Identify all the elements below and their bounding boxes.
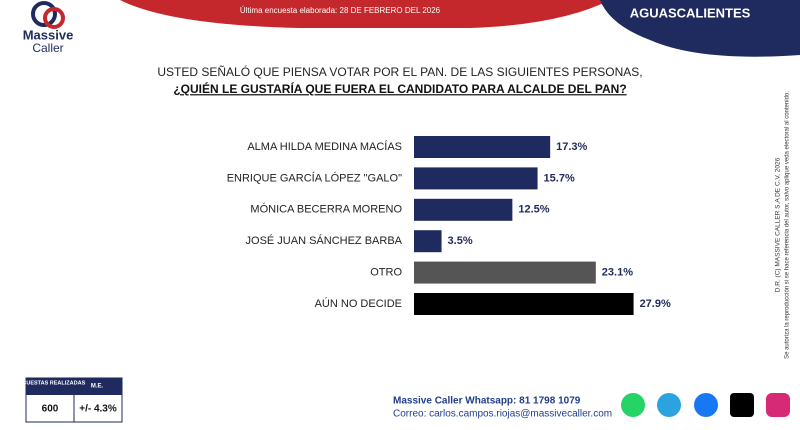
category-label: AÚN NO DECIDE [315, 297, 402, 310]
brand: Caller [32, 41, 63, 55]
bar [414, 230, 442, 253]
logo-ring [31, 1, 57, 27]
category-label: ALMA HILDA MEDINA MACÍAS [247, 140, 402, 153]
bar [414, 198, 513, 221]
chart-title: USTED SEÑALÓ QUE PIENSA VOTAR POR EL PAN… [157, 64, 642, 79]
copyright: D.R. (C) MASSIVE CALLER S.A DE C.V, 2026 [775, 157, 782, 292]
table-cell: 600 [42, 404, 59, 415]
value-label: 27.9% [640, 298, 671, 310]
category-label: MÓNICA BECERRA MORENO [250, 203, 402, 216]
region-band [600, 0, 800, 57]
table-header: M.E. [91, 384, 104, 390]
telegram-icon[interactable] [657, 393, 681, 417]
survey-table-header [26, 378, 122, 395]
category-label: JOSÉ JUAN SÁNCHEZ BARBA [246, 234, 403, 247]
email: Correo: carlos.campos.riojas@massivecall… [393, 409, 612, 420]
logo-ring [43, 7, 65, 29]
facebook-icon[interactable] [694, 393, 718, 417]
bar [414, 293, 634, 315]
value-label: 23.1% [602, 267, 633, 279]
whatsapp: Massive Caller Whatsapp: 81 1798 1079 [393, 396, 581, 407]
category-label: OTRO [370, 267, 402, 279]
instagram-icon[interactable] [766, 393, 790, 417]
last-survey: Última encuesta elaborada: 28 DE FEBRERO… [240, 6, 441, 15]
value-label: 17.3% [556, 141, 587, 153]
value-label: 15.7% [544, 172, 575, 184]
category-label: ENRIQUE GARCÍA LÓPEZ "GALO" [227, 171, 402, 184]
table-cell: +/- 4.3% [79, 404, 117, 415]
whatsapp-icon[interactable] [621, 393, 645, 417]
bar [414, 167, 538, 190]
reproduction-note: Se autoriza la reproducción si se hace r… [785, 91, 791, 359]
bar [414, 136, 551, 158]
table-header: ENCUESTAS REALIZADAS [15, 380, 86, 386]
region: AGUASCALIENTES [630, 5, 751, 20]
x-icon[interactable] [730, 393, 754, 417]
bar [414, 261, 596, 284]
chart-subtitle: ¿QUIÉN LE GUSTARÍA QUE FUERA EL CANDIDAT… [173, 81, 626, 96]
value-label: 12.5% [518, 204, 549, 216]
brand: Massive [23, 27, 74, 42]
value-label: 3.5% [448, 235, 473, 247]
header-band [120, 0, 610, 28]
